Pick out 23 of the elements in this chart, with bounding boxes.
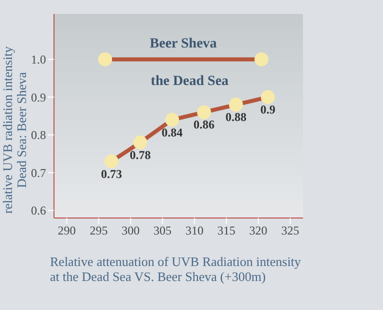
x-tick-label: 315	[217, 224, 236, 238]
x-tick-label: 290	[58, 224, 76, 238]
y-axis-title: relative UVB radiation intensity Dead Sea: Beer Sheva	[0, 46, 29, 214]
data-label: 0.73	[100, 166, 122, 181]
series-label: the Dead Sea	[150, 74, 229, 90]
y-tick-label: 1.0	[31, 52, 46, 67]
x-tick-label: 320	[249, 224, 268, 238]
x-tick-label: 310	[185, 224, 204, 238]
x-axis-title: Relative attenuation of UVB Radiation intensity at the Dead Sea VS. Beer Sheva (+300m)	[50, 254, 302, 284]
y-tick-label: 0.9	[31, 90, 46, 104]
series-label: Beer Sheva	[150, 36, 217, 52]
data-label: 0.86	[194, 118, 215, 132]
data-label: 0.84	[162, 125, 183, 140]
data-label: 0.78	[130, 148, 151, 162]
data-label: 0.88	[225, 110, 246, 124]
x-tick-label: 295	[90, 224, 108, 238]
data-label: 0.9	[260, 102, 276, 117]
y-tick-label: 0.7	[31, 166, 46, 180]
x-tick-label: 305	[154, 224, 172, 238]
y-tick-label: 0.8	[31, 128, 46, 142]
x-tick-label: 300	[122, 224, 140, 238]
y-tick-label: 0.6	[31, 204, 46, 218]
x-tick-label: 325	[281, 224, 300, 238]
